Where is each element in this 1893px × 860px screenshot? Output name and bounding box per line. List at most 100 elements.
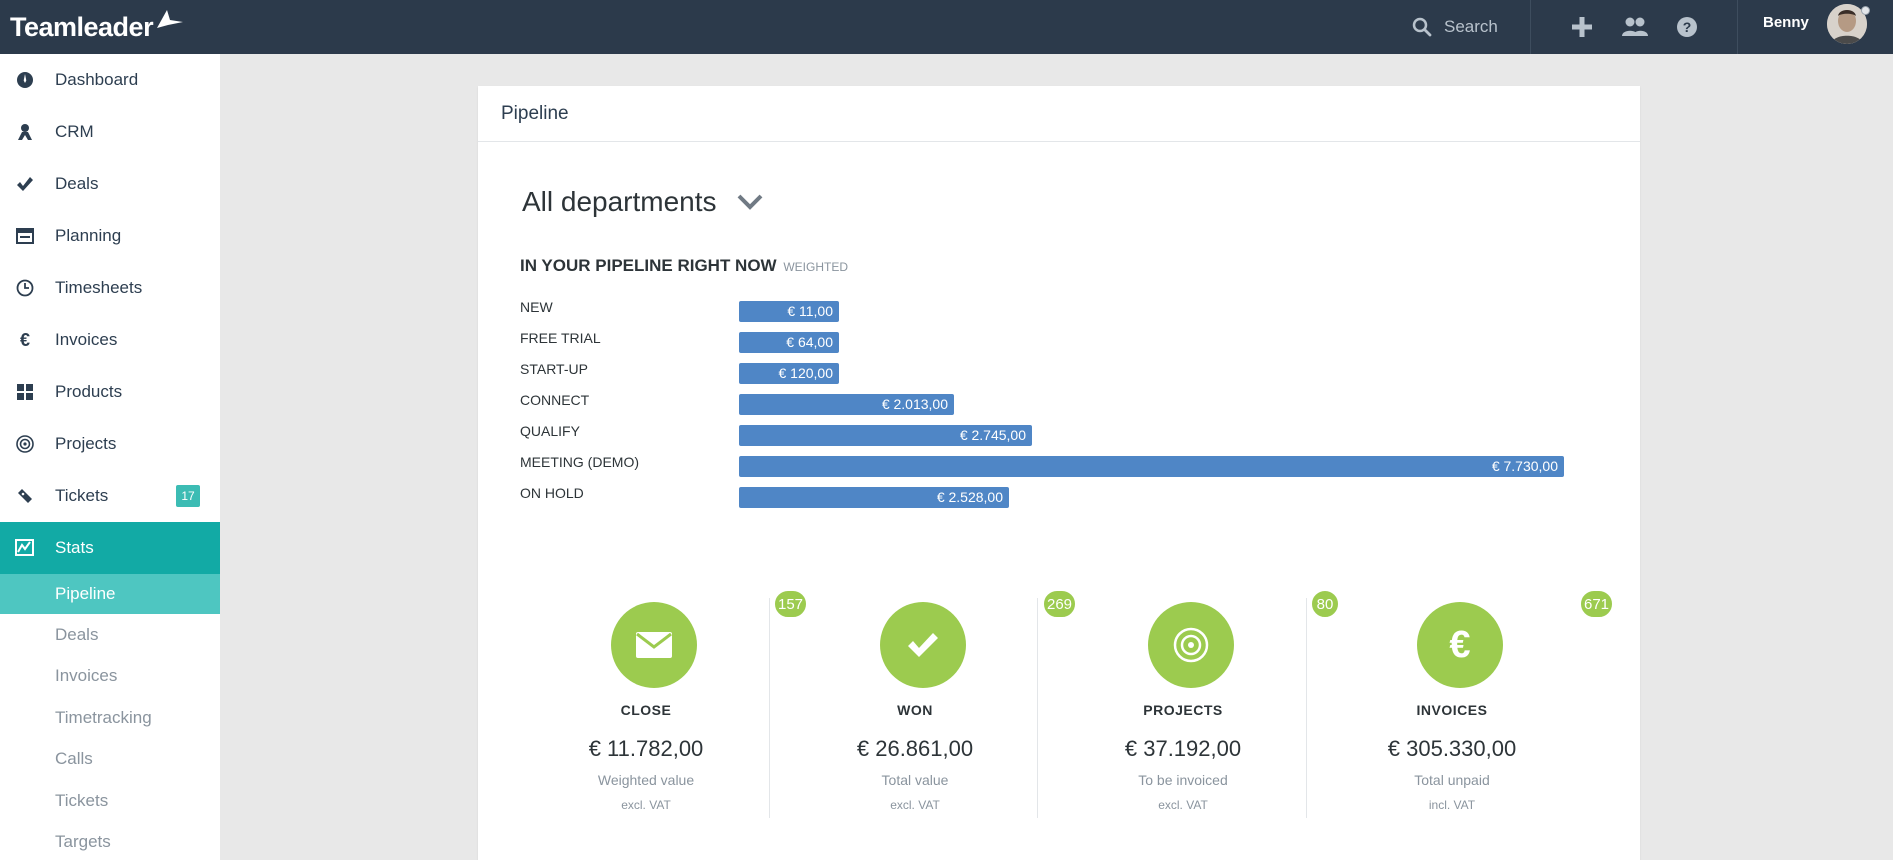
target-icon	[15, 434, 35, 454]
sidebar-item-deals[interactable]: Deals	[0, 158, 220, 210]
clock-icon	[15, 278, 35, 298]
grid-icon	[15, 382, 35, 402]
pipeline-bar[interactable]: € 7.730,00	[739, 456, 1564, 477]
add-button[interactable]	[1567, 12, 1597, 42]
euro-icon: €	[15, 330, 35, 350]
stat-vat-note: incl. VAT	[1428, 798, 1476, 812]
pipeline-bar[interactable]: € 2.745,00	[739, 425, 1032, 446]
stat-count-badge: 671	[1578, 588, 1616, 620]
status-indicator	[1861, 6, 1870, 15]
sidebar-item-timesheets[interactable]: Timesheets	[0, 262, 220, 314]
sidebar-item-stats[interactable]: Stats	[0, 522, 220, 574]
sidebar-subitem-tickets[interactable]: Tickets	[0, 781, 220, 821]
sidebar-subitem-calls[interactable]: Calls	[0, 739, 220, 779]
sidebar-subitem-label: Invoices	[55, 666, 118, 685]
stat-circle: 157	[611, 588, 810, 688]
pipeline-row-label: QUALIFY	[520, 423, 580, 439]
checkmark-icon	[15, 174, 35, 194]
sidebar-item-planning[interactable]: Planning	[0, 210, 220, 262]
user-photo-icon	[1827, 4, 1867, 44]
topbar-divider	[1737, 0, 1738, 54]
checkmark-icon	[908, 633, 938, 657]
card-header: Pipeline	[478, 86, 1640, 142]
stat-title: INVOICES	[1416, 702, 1488, 718]
pipeline-section-title: IN YOUR PIPELINE RIGHT NOW WEIGHTED	[520, 256, 848, 276]
svg-text:€: €	[20, 331, 30, 349]
svg-text:?: ?	[1683, 19, 1692, 35]
stat-vat-note: excl. VAT	[1158, 798, 1208, 812]
sidebar-subitem-label: Targets	[55, 832, 111, 851]
help-button[interactable]: ?	[1672, 12, 1702, 42]
stat-circle: 269	[880, 588, 1079, 688]
search-label: Search	[1444, 17, 1498, 36]
pipeline-row-label: NEW	[520, 299, 553, 315]
stat-divider	[1306, 598, 1307, 818]
stat-invoices[interactable]: € 671 INVOICES € 305.330,00 Total unpaid…	[1318, 588, 1616, 816]
pipeline-bar[interactable]: € 64,00	[739, 332, 839, 353]
sidebar-subitem-label: Calls	[55, 749, 93, 768]
sidebar-item-projects[interactable]: Projects	[0, 418, 220, 470]
sidebar-item-crm[interactable]: CRM	[0, 106, 220, 158]
help-icon: ?	[1677, 17, 1697, 37]
stat-count-badge: 80	[1309, 588, 1341, 620]
person-icon	[15, 122, 35, 142]
sidebar-item-products[interactable]: Products	[0, 366, 220, 418]
sidebar-item-invoices[interactable]: € Invoices	[0, 314, 220, 366]
user-name[interactable]: Benny	[1763, 14, 1809, 31]
sidebar-subitem-timetracking[interactable]: Timetracking	[0, 698, 220, 738]
sidebar-item-label: Timesheets	[55, 278, 143, 297]
sidebar-item-tickets[interactable]: Tickets 17	[0, 470, 220, 522]
sidebar-subitem-targets[interactable]: Targets	[0, 822, 220, 860]
pipeline-bar[interactable]: € 2.013,00	[739, 394, 954, 415]
stat-won[interactable]: 269 WON € 26.861,00 Total value excl. VA…	[781, 588, 1079, 816]
sidebar-item-label: Dashboard	[55, 70, 139, 89]
dashboard-icon	[15, 70, 35, 90]
brand-name: Teamleader	[10, 11, 154, 42]
plus-icon	[1572, 17, 1592, 37]
section-subtitle: WEIGHTED	[783, 260, 848, 274]
sidebar: Dashboard CRM Deals Planning Timesheets …	[0, 54, 220, 860]
department-label: All departments	[522, 186, 717, 217]
sidebar-subitem-invoices[interactable]: Invoices	[0, 656, 220, 696]
sidebar-item-dashboard[interactable]: Dashboard	[0, 54, 220, 106]
sidebar-subitem-label: Timetracking	[55, 708, 152, 727]
sidebar-subitem-pipeline[interactable]: Pipeline	[0, 574, 220, 614]
stat-count-badge: 157	[772, 588, 810, 620]
sidebar-subitem-label: Tickets	[55, 791, 109, 810]
pipeline-bar[interactable]: € 11,00	[739, 301, 839, 322]
users-button[interactable]	[1620, 12, 1650, 42]
stat-title: PROJECTS	[1143, 702, 1223, 718]
sidebar-item-label: Invoices	[55, 330, 118, 349]
sidebar-subitem-deals[interactable]: Deals	[0, 615, 220, 655]
pipeline-bar-value: € 64,00	[786, 334, 833, 350]
pipeline-row-label: MEETING (DEMO)	[520, 454, 639, 470]
euro-icon: €	[1449, 625, 1470, 665]
avatar[interactable]	[1827, 4, 1867, 44]
pipeline-bar[interactable]: € 2.528,00	[739, 487, 1009, 508]
stat-title: CLOSE	[620, 702, 672, 718]
pipeline-bar-value: € 11,00	[787, 303, 833, 319]
stat-close[interactable]: 157 CLOSE € 11.782,00 Weighted value exc…	[512, 588, 810, 816]
pipeline-bar-value: € 2.528,00	[936, 489, 1003, 505]
stat-vat-note: excl. VAT	[621, 798, 671, 812]
envelope-icon	[636, 632, 672, 658]
stat-description: To be invoiced	[1138, 772, 1228, 788]
department-dropdown[interactable]: All departments	[522, 186, 763, 218]
stat-projects[interactable]: 80 PROJECTS € 37.192,00 To be invoiced e…	[1049, 588, 1341, 816]
sidebar-subitem-label: Pipeline	[55, 584, 116, 603]
search-button[interactable]: Search	[1412, 12, 1498, 42]
stat-value: € 26.861,00	[856, 736, 974, 761]
teamleader-logo[interactable]: Teamleader	[10, 6, 185, 48]
sidebar-item-label: Products	[55, 382, 123, 401]
users-icon	[1622, 17, 1648, 36]
pipeline-bar-value: € 2.013,00	[881, 396, 948, 412]
pipeline-bar-value: € 7.730,00	[1491, 458, 1558, 474]
pipeline-bar[interactable]: € 120,00	[739, 363, 839, 384]
top-bar: Teamleader Search ? Benny	[0, 0, 1893, 54]
section-title-text: IN YOUR PIPELINE RIGHT NOW	[520, 256, 777, 275]
ticket-icon	[15, 486, 35, 506]
stat-description: Weighted value	[597, 772, 695, 788]
stat-vat-note: excl. VAT	[890, 798, 940, 812]
stat-count-badge: 269	[1041, 588, 1079, 620]
stat-description: Total unpaid	[1414, 772, 1490, 788]
